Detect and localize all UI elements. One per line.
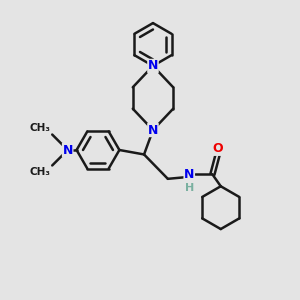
Text: N: N xyxy=(62,143,73,157)
Text: H: H xyxy=(184,183,194,193)
Text: N: N xyxy=(148,59,158,72)
Text: N: N xyxy=(148,124,158,136)
Text: CH₃: CH₃ xyxy=(30,167,51,177)
Text: N: N xyxy=(184,168,194,181)
Text: CH₃: CH₃ xyxy=(30,123,51,133)
Text: O: O xyxy=(212,142,223,155)
